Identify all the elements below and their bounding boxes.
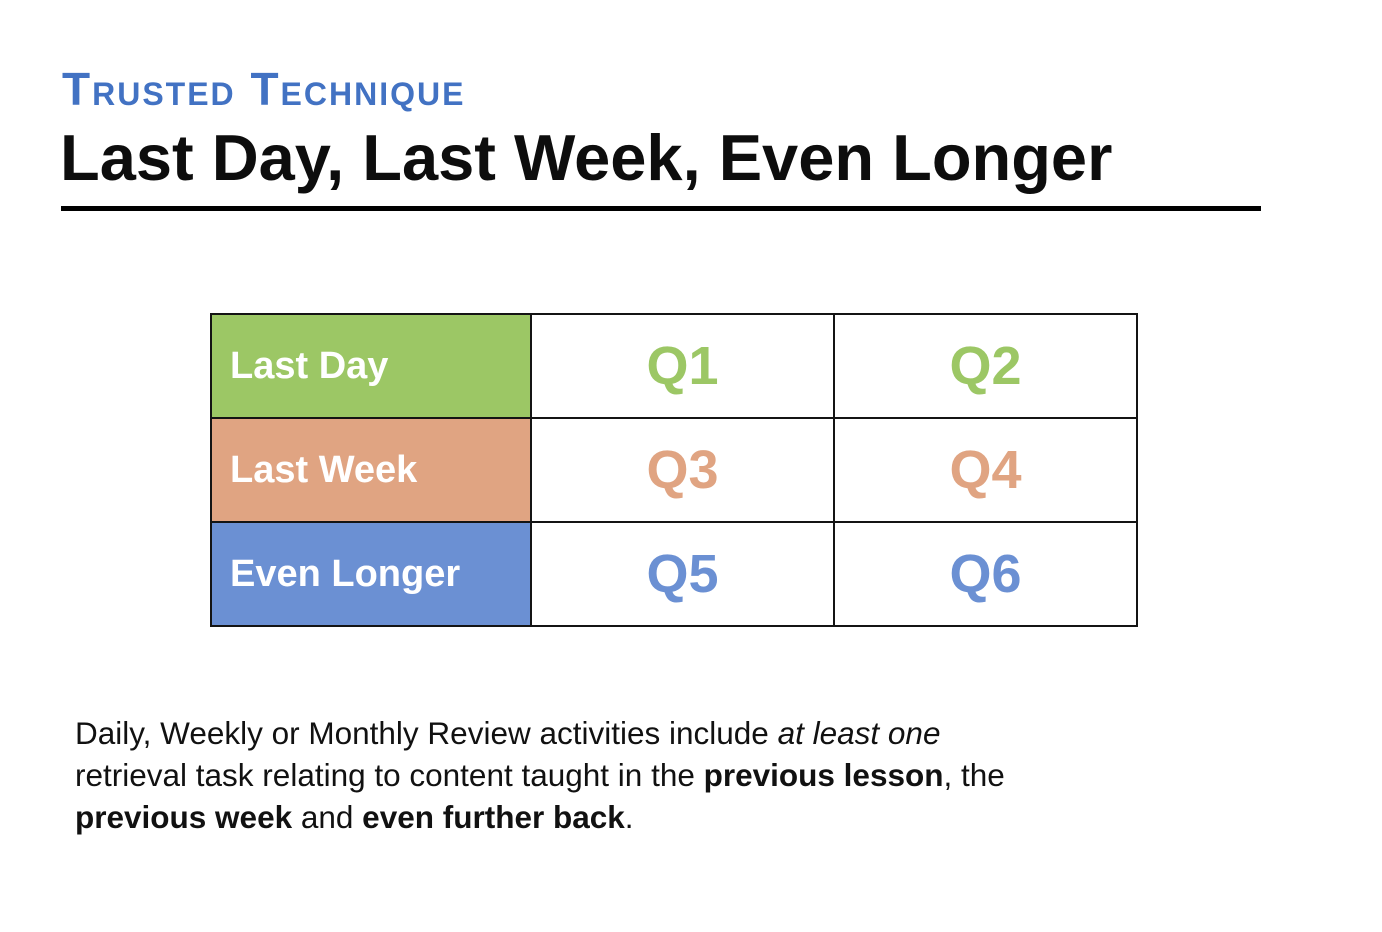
paragraph-line: retrieval task relating to content taugh… — [75, 754, 1305, 796]
slide-eyebrow: Trusted Technique — [62, 63, 466, 115]
body-text: . — [624, 799, 634, 835]
body-text: , the — [943, 757, 1005, 793]
paragraph-line: previous week and even further back. — [75, 796, 1305, 838]
emphasis-text: at least one — [777, 715, 941, 751]
question-cell-q5: Q5 — [530, 521, 835, 627]
table-row: Last Day Q1 Q2 — [210, 313, 1138, 419]
question-cell-q3: Q3 — [530, 417, 835, 523]
emphasis-text: previous week — [75, 799, 293, 835]
question-cell-q1: Q1 — [530, 313, 835, 419]
slide-title: Last Day, Last Week, Even Longer — [60, 121, 1113, 194]
question-cell-q6: Q6 — [833, 521, 1138, 627]
review-schedule-table: Last Day Q1 Q2 Last Week Q3 Q4 Even Longer Q5 Q6 — [210, 313, 1138, 627]
table-row: Last Week Q3 Q4 — [210, 417, 1138, 523]
body-text: retrieval task relating to content taugh… — [75, 757, 704, 793]
paragraph-line: Daily, Weekly or Monthly Review activiti… — [75, 712, 1305, 754]
table-row: Even Longer Q5 Q6 — [210, 521, 1138, 627]
question-cell-q4: Q4 — [833, 417, 1138, 523]
question-cell-q2: Q2 — [833, 313, 1138, 419]
row-label-even-longer: Even Longer — [210, 521, 532, 627]
row-label-last-day: Last Day — [210, 313, 532, 419]
emphasis-text: previous lesson — [703, 757, 944, 793]
emphasis-text: even further back — [362, 799, 625, 835]
body-text: and — [292, 799, 363, 835]
row-label-last-week: Last Week — [210, 417, 532, 523]
title-underline-divider — [61, 206, 1261, 211]
body-text: Daily, Weekly or Monthly Review activiti… — [75, 715, 778, 751]
description-paragraph: Daily, Weekly or Monthly Review activiti… — [75, 712, 1305, 838]
